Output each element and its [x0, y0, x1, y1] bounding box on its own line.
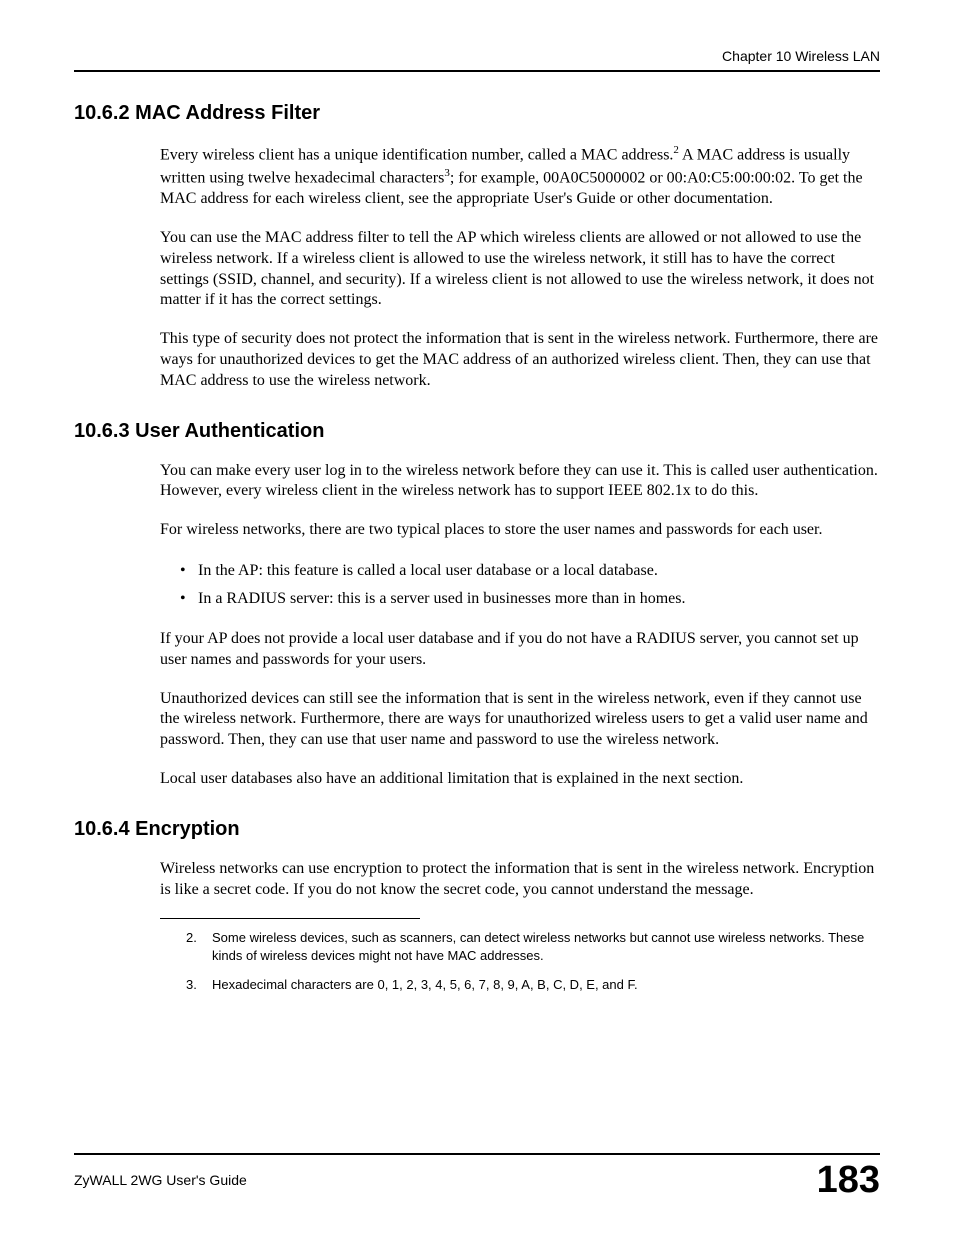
para-1063-2: For wireless networks, there are two typ… [160, 520, 880, 541]
footnote-3-num: 3. [186, 976, 212, 994]
section-body-1064: Wireless networks can use encryption to … [160, 859, 880, 994]
footnote-2: 2. Some wireless devices, such as scanne… [186, 929, 880, 964]
section-heading-1062: 10.6.2 MAC Address Filter [74, 102, 880, 125]
para-1062-3: This type of security does not protect t… [160, 329, 880, 391]
para-1063-1: You can make every user log in to the wi… [160, 461, 880, 503]
section-body-1063: You can make every user log in to the wi… [160, 461, 880, 790]
footnote-2-text: Some wireless devices, such as scanners,… [212, 929, 880, 964]
footnote-rule [160, 918, 420, 919]
footer-row: ZyWALL 2WG User's Guide 183 [74, 1161, 880, 1199]
footer: ZyWALL 2WG User's Guide 183 [74, 1153, 880, 1199]
section-heading-1064: 10.6.4 Encryption [74, 818, 880, 841]
section-heading-1063: 10.6.3 User Authentication [74, 420, 880, 443]
footnote-3-text: Hexadecimal characters are 0, 1, 2, 3, 4… [212, 976, 880, 994]
section-body-1062: Every wireless client has a unique ident… [160, 143, 880, 392]
para-1062-1a: Every wireless client has a unique ident… [160, 146, 673, 163]
bullet-item-2: In a RADIUS server: this is a server use… [180, 587, 880, 611]
footer-rule [74, 1153, 880, 1155]
page: Chapter 10 Wireless LAN 10.6.2 MAC Addre… [0, 0, 954, 1235]
bullet-item-1: In the AP: this feature is called a loca… [180, 559, 880, 583]
para-1063-5: Local user databases also have an additi… [160, 769, 880, 790]
para-1063-3: If your AP does not provide a local user… [160, 629, 880, 671]
footer-guide: ZyWALL 2WG User's Guide [74, 1172, 247, 1188]
para-1062-2: You can use the MAC address filter to te… [160, 228, 880, 311]
para-1064-1: Wireless networks can use encryption to … [160, 859, 880, 901]
footnote-3: 3. Hexadecimal characters are 0, 1, 2, 3… [186, 976, 880, 994]
header-rule [74, 70, 880, 72]
bullet-list-1063: In the AP: this feature is called a loca… [180, 559, 880, 611]
para-1062-1: Every wireless client has a unique ident… [160, 143, 880, 210]
footnote-2-num: 2. [186, 929, 212, 964]
header-chapter: Chapter 10 Wireless LAN [74, 48, 880, 64]
footer-page-number: 183 [817, 1161, 880, 1199]
para-1063-4: Unauthorized devices can still see the i… [160, 689, 880, 751]
